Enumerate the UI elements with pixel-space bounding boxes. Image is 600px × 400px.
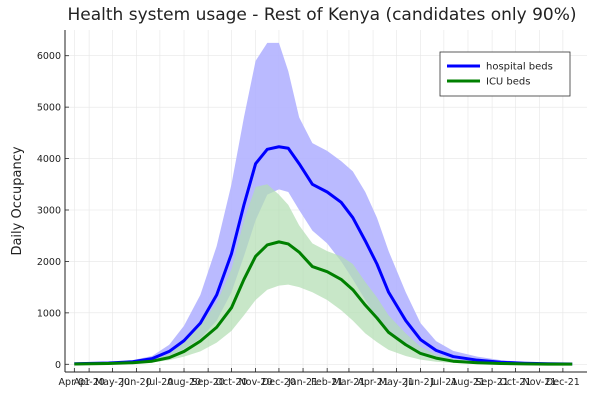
x-tick-label: Oct-21 [499, 377, 531, 388]
x-tick-label: Dec-20 [262, 377, 296, 388]
legend: hospital beds ICU beds [439, 51, 571, 97]
y-tick-label: 5000 [37, 103, 61, 114]
x-tick-label: Aug-21 [451, 377, 485, 388]
y-tick-label: 2000 [37, 257, 61, 268]
x-tick-label: Sep-20 [191, 377, 224, 388]
x-tick-label: Sep-21 [475, 377, 508, 388]
x-tick-label: Feb-21 [311, 377, 343, 388]
y-tick-label: 3000 [37, 206, 61, 217]
x-tick-label: Jan-21 [287, 377, 318, 388]
x-tick-label: Apr 01 [59, 377, 91, 388]
legend-label-1: ICU beds [486, 77, 531, 88]
axes [64, 30, 587, 373]
x-tick-label: Nov-20 [239, 377, 273, 388]
y-tick-label: 6000 [37, 51, 61, 62]
y-tick-labels: 0 1000 2000 3000 4000 5000 6000 [37, 51, 69, 371]
y-tick-label: 0 [55, 360, 61, 371]
series-line-0 [74, 145, 573, 366]
legend-label-0: hospital beds [486, 62, 553, 73]
series-line-1 [74, 240, 573, 366]
x-tick-label: Jun-20 [120, 377, 151, 388]
chart-title: Health system usage - Rest of Kenya (can… [67, 5, 576, 25]
x-tick-label: Aug-20 [167, 377, 201, 388]
legend-box [439, 51, 571, 97]
x-tick-label: Jul-21 [429, 377, 457, 388]
x-tick-label: Oct-20 [216, 377, 248, 388]
series-lines [74, 145, 573, 366]
x-tick-label: Dec-21 [546, 377, 580, 388]
x-tick-label: Nov-21 [523, 377, 557, 388]
x-tick-labels: Apr 01Apr-20May-20Jun-20Jul-20Aug-20Sep-… [59, 368, 580, 388]
x-tick-label: May-20 [95, 377, 130, 388]
x-tick-label: Mar-21 [333, 377, 366, 388]
series-band-0 [74, 42, 573, 365]
x-tick-label: Apr-20 [73, 377, 104, 388]
y-tick-label: 1000 [37, 308, 61, 319]
series-band-1 [74, 184, 573, 365]
y-tick-label: 4000 [37, 154, 61, 165]
y-axis-label: Daily Occupancy [10, 146, 25, 255]
confidence-bands [74, 42, 573, 365]
x-tick-label: Jul-20 [145, 377, 173, 388]
x-tick-label: May-21 [379, 377, 414, 388]
x-tick-label: Jun-21 [404, 377, 435, 388]
x-tick-label: Apr-21 [357, 377, 388, 388]
